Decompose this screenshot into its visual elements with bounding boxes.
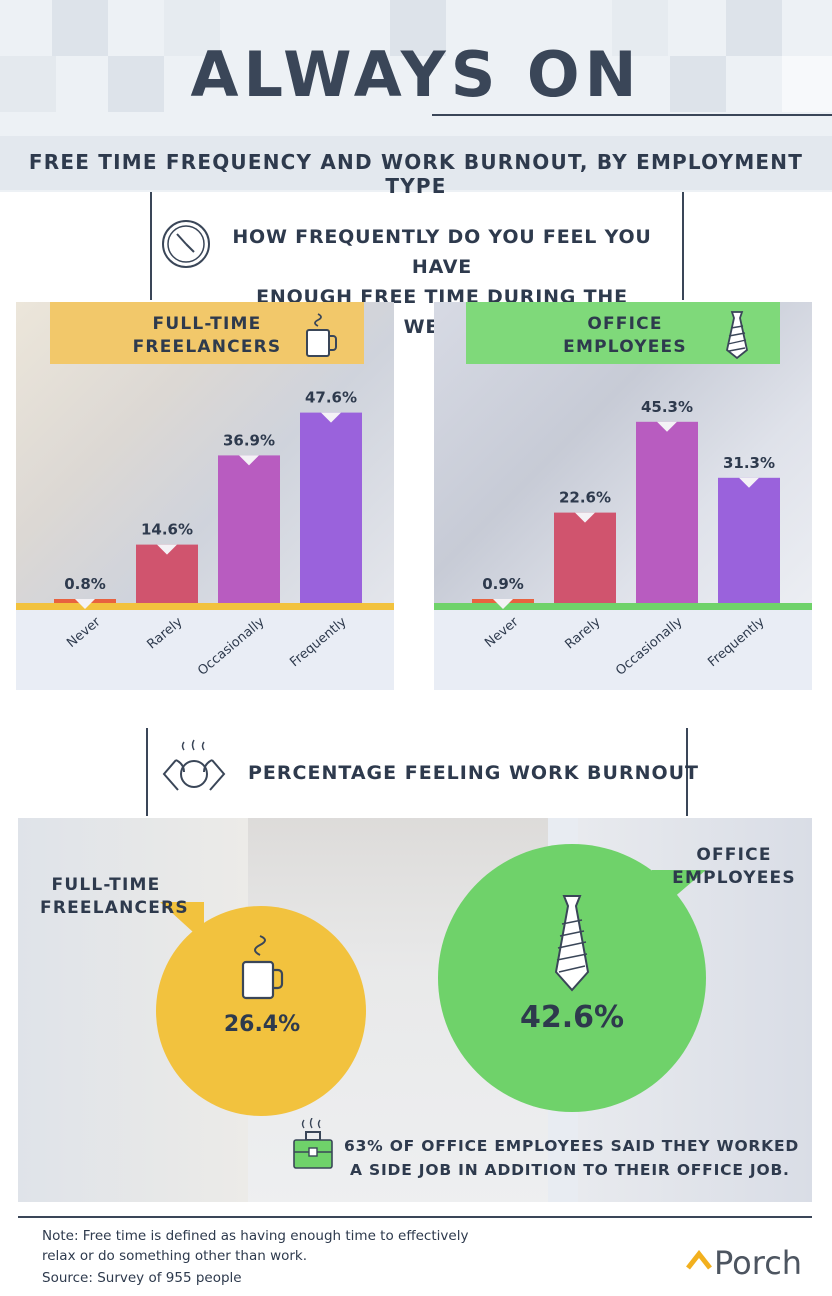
coffee-mug-icon	[304, 312, 338, 364]
question-line-1: HOW FREQUENTLY DO YOU FEEL YOU HAVE	[232, 226, 652, 278]
office-tick-label: Occasionally	[613, 614, 686, 678]
callout-line-1: 63% OF OFFICE EMPLOYEES SAID THEY WORKED	[344, 1137, 800, 1155]
freelancers-axis-area	[16, 608, 394, 690]
office-burnout-value: 42.6%	[519, 1000, 625, 1035]
office-bar-occasionally	[636, 421, 698, 603]
office-burnout-label: OFFICE EMPLOYEES	[668, 844, 800, 890]
porch-logo-icon	[686, 1249, 712, 1274]
clock-icon	[160, 218, 212, 274]
freelancers-bar-occasionally	[218, 455, 280, 603]
subtitle-band	[0, 136, 832, 190]
freelancers-bar-frequently	[300, 412, 362, 603]
stressed-person-icon	[156, 738, 236, 804]
note-line-2: relax or do something other than work.	[42, 1248, 308, 1264]
office-burnout-label-line-2: EMPLOYEES	[672, 868, 796, 888]
freelancers-bar-notch	[157, 544, 177, 555]
source-text: Source: Survey of 955 people	[42, 1270, 242, 1286]
freelancers-burnout-label-line-1: FULL-TIME	[51, 875, 161, 895]
office-bar-notch	[739, 477, 759, 488]
page-subtitle: FREE TIME FREQUENCY AND WORK BURNOUT, BY…	[28, 150, 804, 198]
freelancers-label-line-2: FREELANCERS	[132, 337, 282, 357]
office-axis-area	[434, 608, 812, 690]
office-bar-frequently	[718, 477, 780, 603]
freelancers-value-label: 36.9%	[223, 431, 275, 449]
freelancers-value-label: 47.6%	[305, 389, 357, 407]
freelancers-burnout-circle	[156, 906, 366, 1116]
office-baseline	[434, 603, 812, 610]
office-label: OFFICE EMPLOYEES	[540, 313, 710, 359]
porch-brand: Porch	[714, 1244, 803, 1282]
footer-rule	[18, 1216, 812, 1218]
title-rule	[432, 114, 832, 116]
freelancers-mug-icon	[240, 934, 286, 1006]
office-burnout-label-line-1: OFFICE	[696, 845, 772, 865]
note-line-1: Note: Free time is defined as having eno…	[42, 1228, 469, 1244]
office-tick-label: Frequently	[705, 614, 768, 670]
office-value-label: 0.9%	[482, 575, 524, 593]
page-title: ALWAYS ON	[190, 38, 642, 111]
freelancers-value-label: 14.6%	[141, 521, 193, 539]
callout-line-2: A SIDE JOB IN ADDITION TO THEIR OFFICE J…	[350, 1161, 790, 1179]
office-bar-notch	[657, 421, 677, 432]
freelancers-burnout-label: FULL-TIME FREELANCERS	[40, 874, 189, 920]
freelancers-value-label: 0.8%	[64, 575, 106, 593]
office-label-line-2: EMPLOYEES	[563, 337, 687, 357]
question-frame	[150, 192, 684, 300]
briefcase-icon	[292, 1117, 334, 1176]
office-bar-notch	[493, 599, 513, 609]
office-bar-rarely	[554, 512, 616, 603]
office-value-label: 22.6%	[559, 489, 611, 507]
side-job-callout: 63% OF OFFICE EMPLOYEES SAID THEY WORKED…	[344, 1134, 799, 1182]
office-value-label: 31.3%	[723, 454, 775, 472]
freelancers-bar-notch	[239, 455, 259, 466]
freelancers-baseline	[16, 603, 394, 610]
freelancers-burnout-value: 26.4%	[223, 1012, 301, 1037]
office-label-box	[466, 302, 780, 364]
office-tick-label: Never	[482, 614, 522, 651]
office-tick-label: Rarely	[562, 614, 603, 652]
office-necktie-icon	[552, 894, 592, 996]
necktie-icon	[724, 310, 750, 364]
freelancers-label-line-1: FULL-TIME	[152, 314, 262, 334]
freelancers-label: FULL-TIME FREELANCERS	[122, 313, 292, 359]
office-value-label: 45.3%	[641, 398, 693, 416]
freelancers-bar-notch	[75, 599, 95, 609]
burnout-title: PERCENTAGE FEELING WORK BURNOUT	[248, 762, 700, 784]
freelancers-bar-notch	[321, 412, 341, 423]
office-label-line-1: OFFICE	[587, 314, 663, 334]
office-bar-notch	[575, 512, 595, 523]
burnout-frame	[146, 728, 688, 816]
freelancers-burnout-label-line-2: FREELANCERS	[40, 898, 189, 918]
